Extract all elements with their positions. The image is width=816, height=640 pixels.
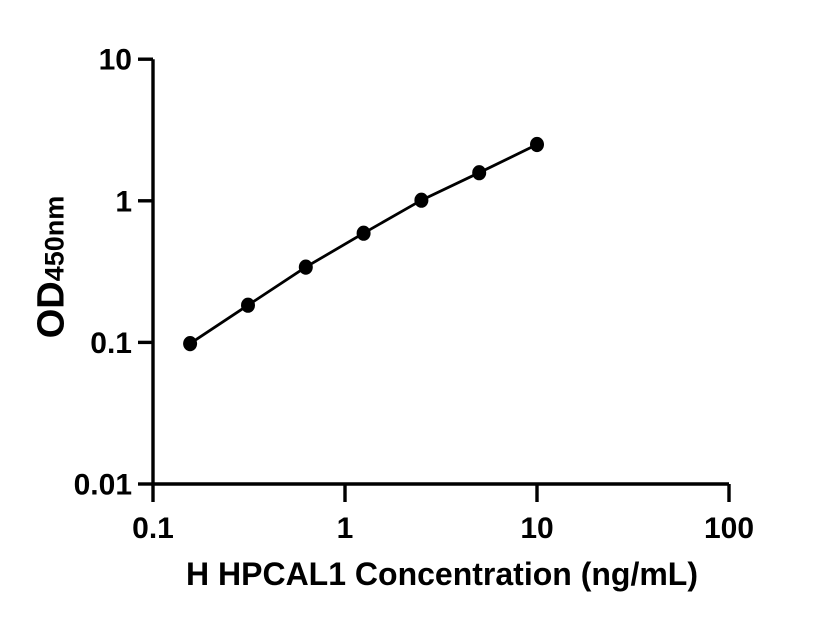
data-point [472,165,487,181]
y-axis-title: OD450nm [31,196,74,339]
data-point [530,136,544,153]
y-axis-tick-label: 1 [115,185,132,218]
y-axis-title-sub: 450nm [39,195,70,282]
y-axis-title-main: OD [30,281,73,339]
x-axis-tick-label: 100 [704,512,754,545]
data-point [183,336,198,352]
axis-frame [151,59,729,486]
data-point [298,259,313,275]
y-axis-tick-label: 10 [99,44,132,77]
x-axis-title: H HPCAL1 Concentration (ng/mL) [186,556,698,592]
data-point [241,297,255,313]
data-point [414,192,429,208]
x-axis-tick-label: 10 [520,512,553,545]
y-axis-tick-label: 0.01 [74,469,132,502]
x-axis-tick-label: 1 [337,512,354,545]
x-axis-tick-label: 0.1 [132,512,174,545]
data-point [356,225,371,241]
y-axis-tick-label: 0.1 [90,327,132,360]
